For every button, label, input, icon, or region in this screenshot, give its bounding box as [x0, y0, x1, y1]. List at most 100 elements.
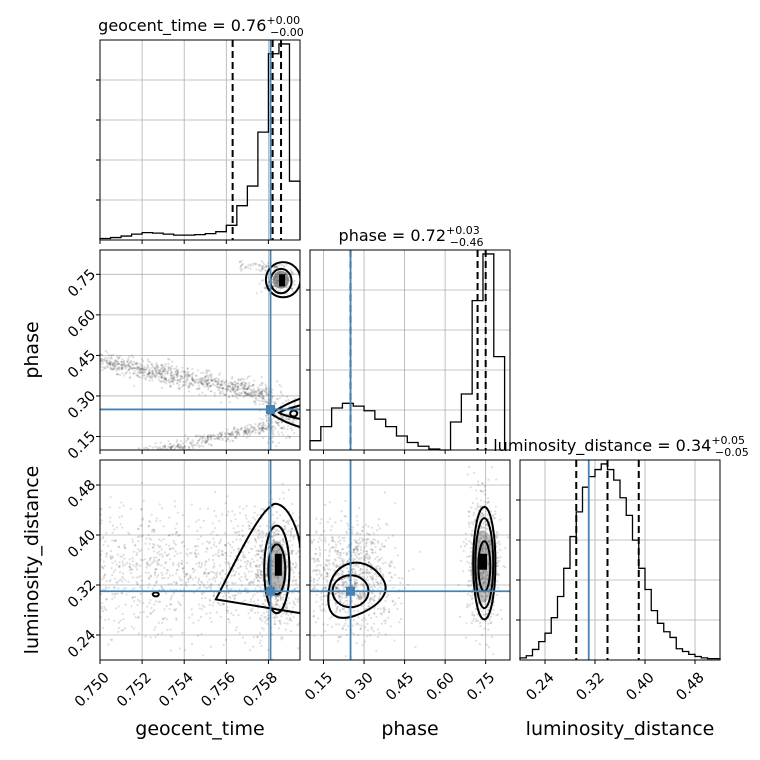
scatter-point [240, 382, 243, 385]
scatter-point [482, 570, 485, 573]
scatter-point [319, 608, 322, 611]
scatter-point [357, 595, 360, 598]
scatter-point [494, 513, 497, 516]
scatter-point [126, 561, 129, 564]
scatter-point [323, 503, 327, 506]
scatter-point [363, 558, 366, 561]
scatter-point [485, 594, 489, 598]
scatter-point [138, 368, 141, 372]
scatter-point [354, 572, 357, 575]
scatter-point [488, 588, 491, 591]
scatter-point [332, 564, 336, 567]
scatter-point [106, 363, 109, 366]
scatter-point [365, 552, 369, 555]
scatter-point [171, 374, 174, 377]
scatter-point [136, 455, 138, 457]
scatter-point [479, 505, 482, 508]
scatter-point [113, 362, 116, 365]
scatter-point [128, 361, 131, 365]
scatter-point [363, 594, 366, 597]
scatter-point [211, 604, 214, 607]
scatter-point [274, 603, 277, 606]
scatter-point [258, 392, 261, 395]
scatter-point [207, 443, 211, 446]
scatter-point [287, 488, 290, 492]
scatter-point [135, 367, 138, 370]
scatter-point [100, 519, 103, 522]
scatter-point [188, 445, 191, 449]
scatter-point [234, 581, 237, 585]
scatter-point [232, 428, 235, 431]
scatter-point [155, 362, 158, 365]
scatter-point [253, 511, 256, 514]
scatter-point [266, 393, 269, 396]
scatter-point [260, 571, 263, 574]
scatter-point [484, 535, 487, 538]
scatter-point [272, 531, 276, 534]
scatter-point [217, 551, 220, 554]
scatter-point [181, 442, 185, 445]
scatter-point [173, 542, 176, 545]
scatter-point [260, 614, 263, 617]
scatter-point [357, 595, 361, 598]
scatter-point [370, 526, 374, 529]
scatter-point [182, 566, 185, 569]
scatter-point [187, 580, 190, 583]
scatter-point [206, 586, 209, 590]
scatter-point [305, 590, 307, 592]
scatter-point [314, 530, 318, 533]
scatter-point [494, 535, 497, 538]
scatter-point [484, 534, 487, 537]
scatter-point [239, 559, 243, 562]
scatter-point [183, 575, 187, 578]
scatter-point [224, 638, 227, 642]
scatter-point [148, 450, 150, 452]
scatter-point [162, 538, 166, 541]
scatter-point [240, 381, 243, 385]
scatter-point [128, 565, 131, 568]
scatter-point [489, 543, 492, 546]
scatter-point [345, 580, 348, 584]
scatter-point [184, 375, 188, 378]
scatter-point [187, 577, 190, 580]
scatter-point [134, 366, 137, 370]
scatter-point [170, 367, 173, 370]
scatter-point [214, 384, 218, 387]
scatter-point [260, 428, 263, 431]
scatter-point [176, 372, 179, 375]
scatter-point [262, 611, 266, 614]
scatter-point [464, 532, 468, 535]
scatter-point [148, 583, 151, 586]
scatter-point [170, 374, 173, 377]
scatter-point [332, 546, 335, 549]
scatter-point [179, 551, 182, 554]
scatter-point [210, 379, 213, 382]
scatter-point [260, 507, 263, 510]
scatter-point [216, 385, 219, 389]
scatter-point [252, 384, 255, 387]
scatter-point [265, 532, 269, 536]
scatter-point [121, 456, 123, 458]
scatter-point [194, 444, 197, 447]
contour-lower-island [289, 409, 299, 418]
scatter-point [292, 549, 295, 552]
scatter-point [103, 588, 106, 591]
scatter-point [372, 532, 375, 535]
scatter-point [243, 391, 246, 394]
scatter-point [174, 445, 177, 449]
scatter-point [211, 522, 214, 525]
scatter-point [170, 603, 173, 606]
scatter-point [273, 265, 276, 268]
scatter-point [147, 371, 150, 375]
scatter-point [257, 553, 260, 556]
scatter-point [245, 382, 248, 386]
scatter-point [275, 533, 278, 536]
scatter-point [112, 586, 116, 589]
scatter-point [138, 367, 141, 370]
scatter-point [279, 597, 282, 601]
scatter-point [344, 499, 347, 503]
scatter-point [483, 581, 486, 584]
scatter-point [365, 553, 368, 556]
scatter-point [240, 384, 243, 387]
scatter-point [122, 577, 125, 580]
